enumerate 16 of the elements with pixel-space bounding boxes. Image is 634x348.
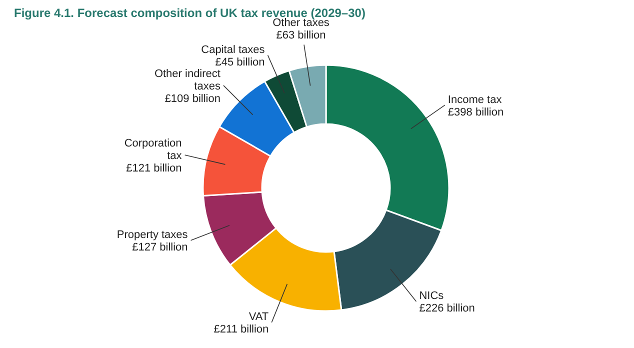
slice-label: Capital taxes bbox=[201, 44, 266, 56]
slice-label: Other indirect taxes bbox=[154, 68, 221, 92]
slice-label: Corporation tax bbox=[124, 138, 182, 162]
data-label: £109 billion bbox=[164, 92, 220, 105]
slice-label: NICs bbox=[419, 290, 444, 302]
data-label: £398 billion bbox=[448, 106, 504, 118]
data-label: £226 billion bbox=[419, 302, 475, 315]
slice-label: Other taxes bbox=[272, 17, 330, 30]
data-label: £63 billion bbox=[276, 30, 326, 42]
data-label: £211 billion bbox=[214, 324, 269, 336]
data-label: £45 billion bbox=[215, 56, 265, 68]
data-label: £121 billion bbox=[126, 162, 182, 175]
slice-label: VAT bbox=[248, 311, 269, 324]
slice-label: Income tax bbox=[448, 94, 502, 106]
slice-label: Property taxes bbox=[116, 229, 188, 242]
data-label: £127 billion bbox=[132, 242, 188, 254]
